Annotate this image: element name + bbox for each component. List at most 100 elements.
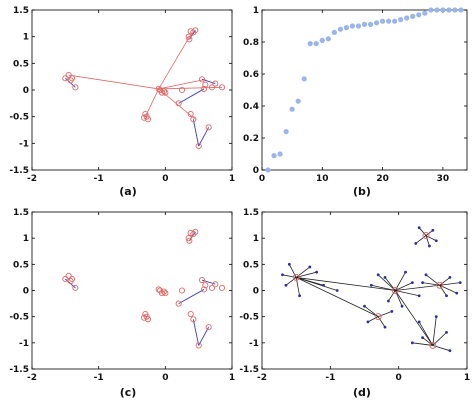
data-point	[178, 86, 186, 94]
data-point	[417, 226, 421, 230]
spanning-line	[198, 326, 210, 346]
data-point	[319, 37, 325, 44]
link-line	[388, 290, 396, 302]
link-line	[285, 277, 297, 286]
data-point	[428, 244, 431, 248]
data-point	[410, 341, 414, 345]
data-point	[410, 281, 414, 285]
data-point	[458, 281, 462, 285]
link-line	[439, 285, 447, 296]
y-tick-label: 1.5	[13, 208, 29, 218]
x-tick-label: 20	[376, 174, 389, 184]
link-line	[282, 274, 297, 278]
data-point	[421, 281, 424, 285]
panel-c: -2 -1 0 1 -1.5 -1 -0.5 0 0.5 1 1.5	[9, 208, 235, 383]
data-point	[400, 304, 404, 308]
link-line	[295, 277, 379, 318]
y-tick-label: -1.5	[9, 365, 29, 375]
data-point	[283, 129, 289, 135]
data-point	[186, 237, 193, 244]
data-point	[307, 41, 313, 47]
data-point	[187, 110, 194, 118]
y-tick-label: 0	[23, 287, 29, 297]
link-line	[158, 86, 223, 90]
data-point	[363, 304, 366, 308]
data-point	[431, 228, 435, 232]
x-tick-label: 0	[259, 174, 265, 184]
data-point	[301, 76, 307, 82]
x-tick-label: -2	[27, 373, 37, 383]
y-tick-label: 0.8	[243, 38, 259, 48]
data-point	[190, 116, 197, 123]
center-point	[292, 273, 300, 281]
link-line	[425, 235, 437, 242]
panel-label-b: (b)	[353, 185, 371, 198]
link-line	[395, 290, 420, 297]
data-point	[144, 116, 152, 123]
data-point	[202, 282, 209, 289]
panel-a: -2 -1 0 1 -1.5 -1 -0.5 0 0.5 1 1.5	[9, 6, 235, 184]
data-point	[175, 300, 182, 307]
data-point	[62, 75, 69, 82]
data-point	[367, 21, 374, 27]
x-tick-label: -1	[94, 174, 104, 184]
data-point	[185, 235, 192, 242]
data-point	[208, 84, 216, 91]
data-point	[281, 273, 284, 277]
data-point	[422, 10, 428, 16]
link-line	[425, 229, 434, 236]
y-tick-label: 0	[253, 287, 259, 297]
x-tick-label: 0	[396, 373, 402, 383]
data-point	[72, 284, 79, 291]
link-line	[288, 264, 297, 278]
data-point	[175, 100, 182, 107]
plot-frame	[261, 9, 468, 171]
link-line	[415, 235, 427, 244]
link-line	[432, 316, 437, 346]
link-line	[377, 274, 396, 291]
data-point	[445, 294, 448, 298]
center-point	[436, 281, 444, 289]
data-point	[414, 242, 418, 245]
data-point	[322, 283, 325, 287]
panel-label-c: (c)	[120, 386, 137, 399]
y-tick-label: 1.5	[243, 208, 259, 218]
data-point	[277, 151, 283, 157]
data-point	[379, 18, 386, 24]
data-point	[162, 89, 169, 96]
data-point	[140, 314, 148, 321]
spanning-line	[192, 119, 200, 147]
data-point	[404, 270, 407, 274]
data-point	[355, 23, 362, 29]
data-point	[284, 283, 288, 287]
data-point	[65, 272, 72, 279]
center-point	[429, 341, 437, 349]
data-point	[349, 23, 356, 29]
data-point	[68, 75, 76, 82]
data-point	[62, 275, 69, 283]
link-line	[422, 337, 434, 346]
y-tick-label: -0.5	[9, 313, 29, 323]
data-point	[200, 85, 208, 92]
spanning-line	[178, 88, 205, 104]
data-point	[192, 228, 199, 235]
data-point	[65, 72, 72, 79]
data-point	[289, 106, 295, 112]
x-tick-label: -2	[257, 373, 267, 383]
data-point	[398, 17, 404, 23]
panel-d: -2 -1 0 1 -1.5 -1 -0.5 0 0.5 1 1.5	[239, 208, 470, 383]
data-point	[376, 273, 380, 277]
data-point	[383, 325, 387, 329]
center-point	[422, 232, 430, 240]
x-tick-label: 10	[316, 174, 329, 184]
x-tick-label: -1	[325, 373, 335, 383]
data-point	[383, 276, 387, 279]
data-point	[190, 316, 197, 323]
x-tick-label: 1	[229, 373, 235, 383]
spanning-line	[198, 127, 210, 147]
x-tick-label: 0	[162, 373, 168, 383]
y-tick-label: 0	[253, 166, 259, 176]
data-point	[424, 273, 428, 277]
data-point	[160, 88, 168, 95]
